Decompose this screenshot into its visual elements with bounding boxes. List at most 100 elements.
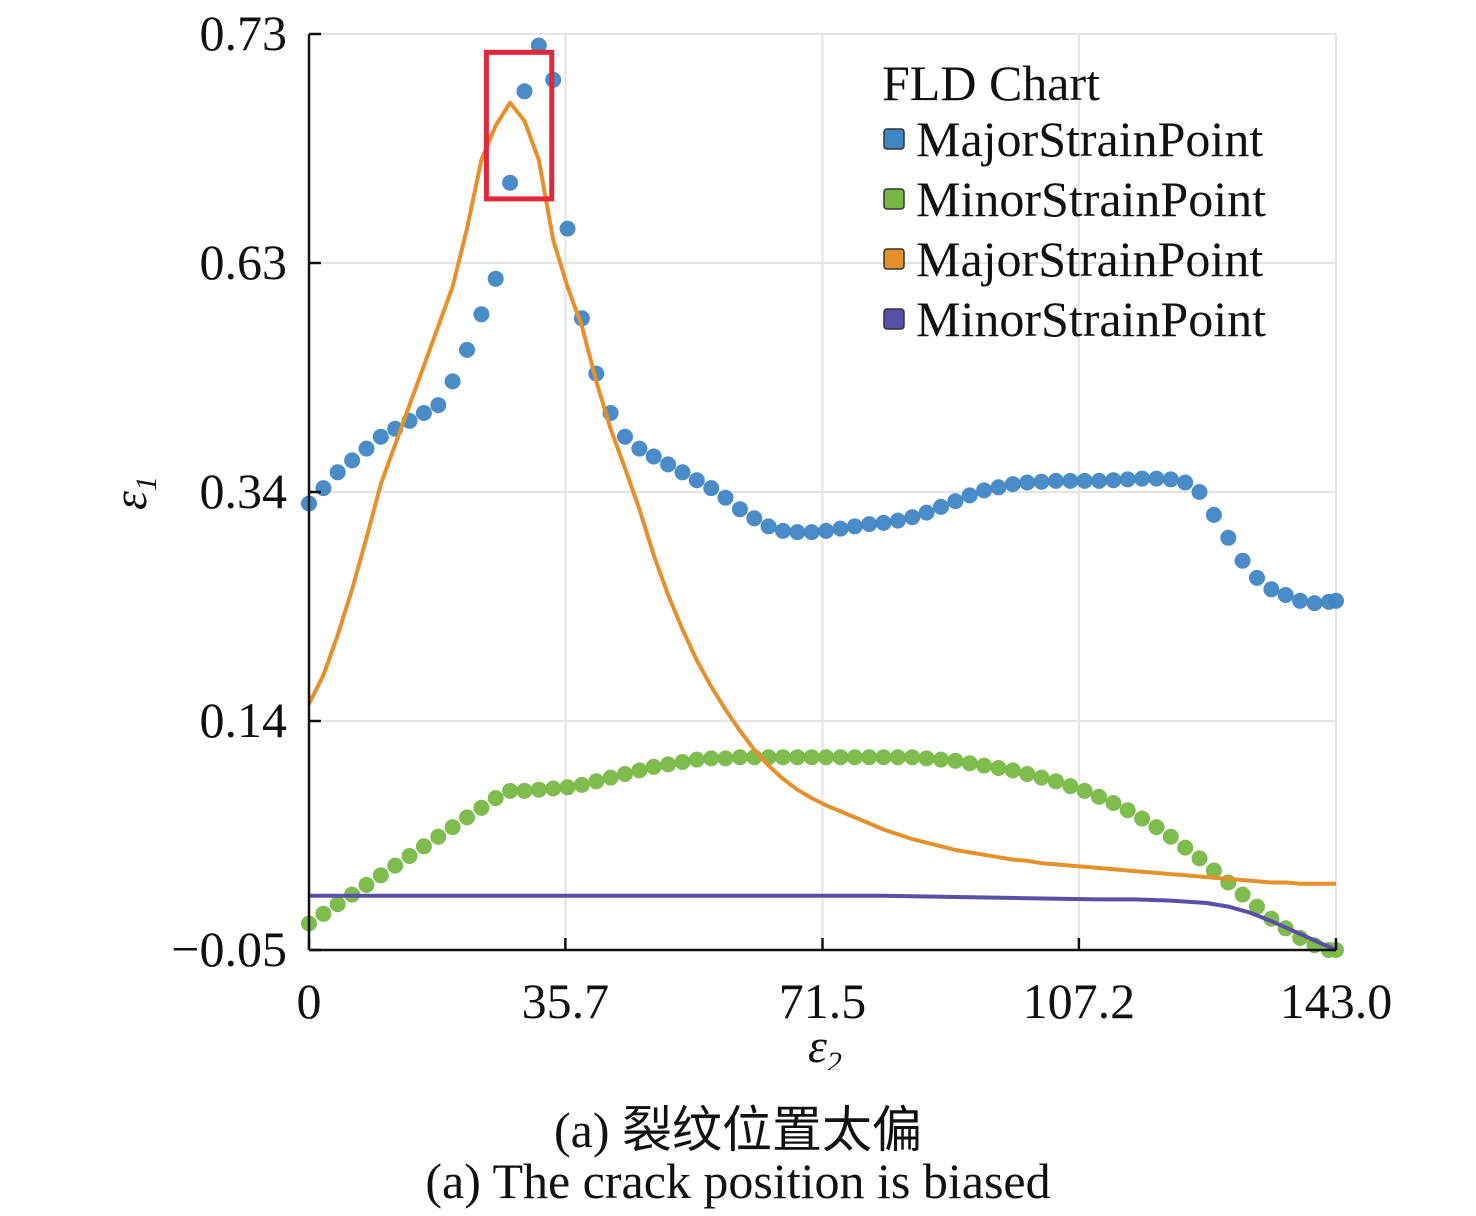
x-axis-label-main: ε — [808, 1020, 827, 1070]
legend-label: MinorStrainPoint — [916, 171, 1266, 227]
data-point — [875, 749, 892, 766]
data-point — [976, 482, 993, 499]
data-point — [703, 480, 720, 497]
data-point — [1062, 472, 1079, 489]
caption-english: (a) The crack position is biased — [425, 1153, 1051, 1209]
data-point — [990, 479, 1007, 496]
data-point — [803, 749, 820, 766]
series-layer — [301, 37, 1344, 958]
series-line — [309, 893, 1337, 952]
data-point — [415, 405, 432, 421]
legend-swatch — [883, 128, 905, 150]
data-point — [1234, 886, 1251, 903]
data-point — [947, 493, 964, 510]
data-point — [688, 751, 705, 768]
data-point — [789, 524, 806, 541]
data-point — [530, 781, 547, 798]
data-point — [976, 757, 993, 774]
data-point — [487, 270, 504, 287]
y-axis-label-sub: 1 — [130, 476, 163, 491]
data-point — [1004, 476, 1021, 493]
legend-label: MajorStrainPoint — [916, 231, 1263, 287]
data-point — [516, 782, 533, 799]
series-0 — [301, 37, 1344, 612]
x-tick-label: 143.0 — [1280, 973, 1393, 1029]
data-point — [1134, 810, 1151, 827]
data-point — [947, 752, 964, 769]
legend-swatch — [883, 248, 905, 270]
data-point — [430, 828, 447, 845]
data-point — [631, 440, 648, 457]
x-axis-label-sub: 2 — [827, 1046, 842, 1070]
series-line — [307, 100, 1336, 886]
data-point — [1148, 819, 1165, 836]
data-point — [1162, 471, 1179, 488]
legend: FLD Chart MajorStrainPointMinorStrainPoi… — [882, 55, 1266, 347]
x-tick-label: 35.7 — [522, 973, 610, 1029]
data-point — [1004, 762, 1021, 779]
legend-swatch — [883, 188, 905, 210]
data-point — [1191, 484, 1208, 500]
data-point — [430, 397, 447, 414]
data-point — [1062, 778, 1079, 795]
data-point — [703, 750, 720, 767]
data-point — [1277, 587, 1294, 603]
data-point — [832, 520, 849, 537]
data-point — [775, 749, 791, 766]
data-point — [818, 749, 835, 766]
data-point — [1091, 788, 1107, 805]
data-point — [617, 766, 633, 782]
data-point — [688, 472, 705, 489]
data-point — [861, 749, 878, 766]
data-point — [459, 809, 475, 826]
data-point — [459, 341, 475, 358]
data-point — [660, 756, 677, 773]
data-point — [530, 37, 547, 54]
data-point — [1162, 828, 1179, 845]
data-point — [990, 760, 1007, 776]
data-point — [846, 518, 863, 535]
data-point — [1148, 470, 1165, 487]
data-point — [387, 857, 404, 874]
data-point — [674, 754, 691, 770]
y-tick-label: −0.05 — [171, 921, 287, 977]
data-point — [789, 749, 806, 766]
data-point — [1047, 472, 1064, 489]
x-tick-label: 0 — [297, 973, 322, 1029]
data-point — [545, 780, 562, 797]
data-point — [329, 464, 346, 481]
data-point — [904, 509, 921, 526]
data-point — [1033, 473, 1050, 490]
data-point — [918, 750, 935, 767]
x-tick-label: 71.5 — [779, 973, 867, 1029]
grid-lines — [309, 33, 1337, 950]
data-point — [731, 749, 748, 766]
data-point — [1134, 470, 1151, 487]
data-point — [875, 514, 892, 531]
data-point — [1177, 839, 1194, 856]
data-point — [1019, 766, 1036, 782]
data-point — [502, 174, 519, 191]
data-point — [775, 522, 791, 539]
data-point — [1328, 592, 1344, 609]
data-point — [1249, 569, 1265, 586]
data-point — [846, 749, 863, 766]
data-point — [1119, 471, 1136, 488]
data-point — [861, 516, 878, 533]
data-point — [1191, 850, 1208, 867]
y-axis-label: ε1 — [104, 476, 163, 510]
fld-chart: 0 35.7 71.5 107.2 143.0 −0.05 0.14 0.34 0.63 0.7… — [104, 5, 1393, 1070]
data-point — [803, 524, 820, 541]
y-tick-label: 0.34 — [200, 463, 288, 519]
y-ticks: −0.05 0.14 0.34 0.63 0.73 — [171, 5, 321, 977]
data-point — [1234, 552, 1251, 569]
data-point — [918, 504, 935, 521]
data-point — [1105, 795, 1122, 811]
data-point — [559, 220, 576, 237]
data-point — [502, 782, 519, 799]
data-point — [602, 769, 619, 786]
caption-chinese: (a) 裂纹位置太偏 — [554, 1102, 922, 1158]
data-point — [717, 489, 734, 506]
data-point — [818, 522, 835, 539]
data-point — [760, 518, 777, 535]
